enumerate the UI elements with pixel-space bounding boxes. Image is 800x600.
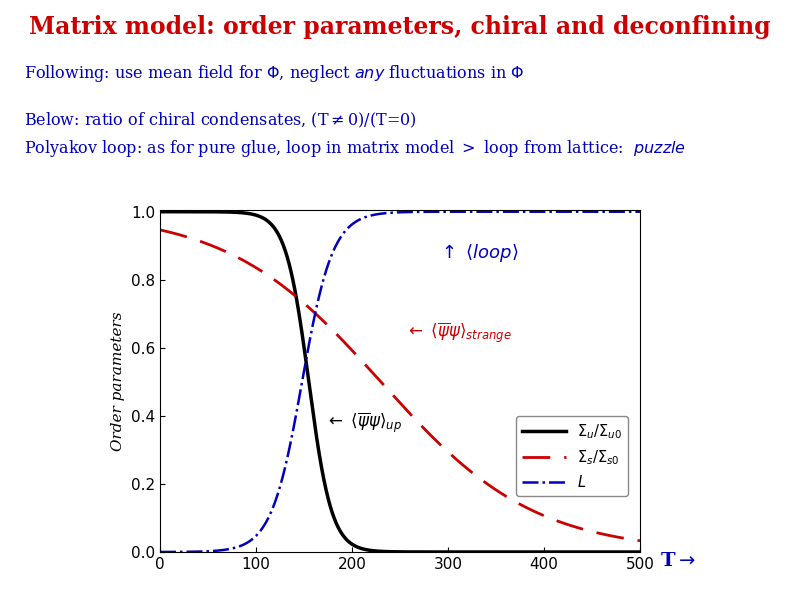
Text: Matrix model: order parameters, chiral and deconfining: Matrix model: order parameters, chiral a… — [29, 15, 771, 39]
Legend: $\Sigma_u/\Sigma_{u0}$, $\Sigma_s/\Sigma_{s0}$, $L$: $\Sigma_u/\Sigma_{u0}$, $\Sigma_s/\Sigma… — [516, 416, 628, 496]
Y-axis label: Order parameters: Order parameters — [111, 311, 126, 451]
Text: $\uparrow\ \langle loop \rangle$: $\uparrow\ \langle loop \rangle$ — [438, 242, 519, 263]
Text: $\leftarrow\ \langle\overline{\psi}\psi\rangle_{strange}$: $\leftarrow\ \langle\overline{\psi}\psi\… — [405, 320, 512, 344]
Text: Below: ratio of chiral condensates, (T$\neq$0)/(T=0): Below: ratio of chiral condensates, (T$\… — [24, 111, 417, 130]
Text: $\leftarrow\ \langle\overline{\psi}\psi\rangle_{up}$: $\leftarrow\ \langle\overline{\psi}\psi\… — [325, 410, 402, 435]
Text: T$\rightarrow$: T$\rightarrow$ — [660, 552, 696, 570]
Text: Following: use mean field for $\Phi$, neglect $\mathit{any}$ fluctuations in $\P: Following: use mean field for $\Phi$, ne… — [24, 63, 524, 84]
Text: Polyakov loop: as for pure glue, loop in matrix model $>$ loop from lattice:  $\: Polyakov loop: as for pure glue, loop in… — [24, 138, 686, 159]
